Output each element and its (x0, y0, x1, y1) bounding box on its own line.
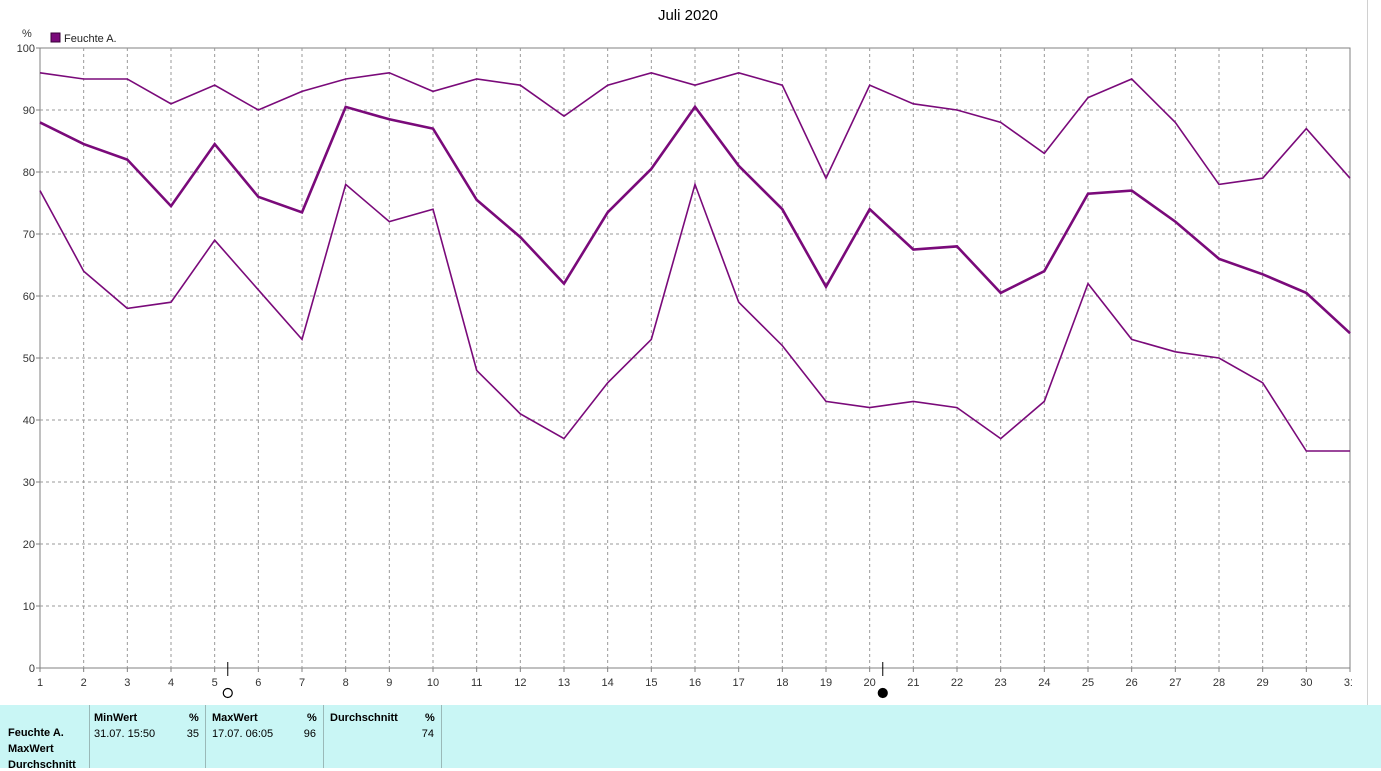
chart-title: Juli 2020 (658, 7, 718, 24)
x-tick-label: 1 (37, 677, 43, 689)
window-edge (1352, 0, 1381, 705)
x-tick-label: 14 (602, 677, 614, 689)
y-tick-label: 100 (17, 43, 35, 55)
stats-row-label-sensor: Feuchte A. (8, 727, 64, 739)
x-tick-label: 11 (471, 677, 482, 689)
y-tick-label: 10 (23, 601, 35, 613)
y-tick-label: 50 (23, 353, 35, 365)
x-tick-label: 25 (1082, 677, 1094, 689)
avg-header: Durchschnitt (330, 712, 398, 724)
x-tick-label: 9 (386, 677, 392, 689)
x-tick-label: 19 (820, 677, 832, 689)
x-tick-label: 20 (864, 677, 876, 689)
y-tick-label: 90 (23, 105, 35, 117)
x-tick-label: 29 (1257, 677, 1269, 689)
max-datetime: 17.07. 06:05 (212, 728, 274, 740)
x-tick-label: 30 (1300, 677, 1312, 689)
avg-unit: % (425, 712, 435, 724)
x-tick-label: 16 (689, 677, 701, 689)
max-header: MaxWert (212, 712, 258, 724)
y-tick-label: 80 (23, 167, 35, 179)
avg-value: 74 (421, 728, 434, 740)
x-tick-label: 6 (255, 677, 261, 689)
x-tick-label: 15 (645, 677, 657, 689)
series-line-2 (39, 104, 1351, 335)
x-tick-label: 24 (1038, 677, 1050, 689)
x-tick-label: 7 (299, 677, 305, 689)
new-moon-icon (877, 687, 888, 699)
x-tick-label: 27 (1169, 677, 1181, 689)
x-tick-label: 17 (733, 677, 745, 689)
x-tick-label: 2 (81, 677, 87, 689)
x-tick-label: 18 (776, 677, 788, 689)
x-tick-label: 13 (558, 677, 570, 689)
x-tick-label: 10 (427, 677, 439, 689)
x-tick-label: 23 (995, 677, 1007, 689)
stats-row-label-avg: Durchschnitt (8, 759, 76, 771)
x-tick-label: 3 (124, 677, 130, 689)
max-unit: % (307, 712, 317, 724)
max-value: 96 (303, 728, 316, 740)
y-axis-unit: % (22, 28, 32, 40)
x-tick-label: 22 (951, 677, 963, 689)
x-tick-label: 5 (212, 677, 218, 689)
min-unit: % (189, 712, 199, 724)
x-tick-label: 4 (168, 677, 174, 689)
y-tick-label: 0 (29, 663, 35, 675)
stats-row-label-max: MaxWert (8, 743, 54, 755)
min-header: MinWert (94, 712, 138, 724)
min-datetime: 31.07. 15:50 (94, 728, 156, 740)
min-value: 35 (186, 728, 199, 740)
y-tick-label: 40 (23, 415, 35, 427)
y-tick-label: 20 (23, 539, 35, 551)
statistics-panel: Feuchte A. MaxWert Durchschnitt MinWert … (0, 705, 1381, 771)
y-tick-label: 70 (23, 229, 35, 241)
humidity-chart: Juli 2020 % Feuchte A. 0 10 20 30 40 50 60 70 80… (17, 7, 1356, 699)
series-line-1 (39, 71, 1351, 186)
legend-swatch (50, 32, 61, 43)
y-tick-label: 60 (23, 291, 35, 303)
series-line-3 (39, 181, 1350, 452)
x-tick-label: 28 (1213, 677, 1225, 689)
x-tick-label: 12 (514, 677, 526, 689)
y-tick-label: 30 (23, 477, 35, 489)
x-tick-label: 26 (1126, 677, 1138, 689)
x-tick-label: 21 (907, 677, 919, 689)
legend-label: Feuchte A. (64, 33, 117, 45)
x-tick-label: 8 (343, 677, 349, 689)
full-moon-icon (222, 687, 233, 699)
